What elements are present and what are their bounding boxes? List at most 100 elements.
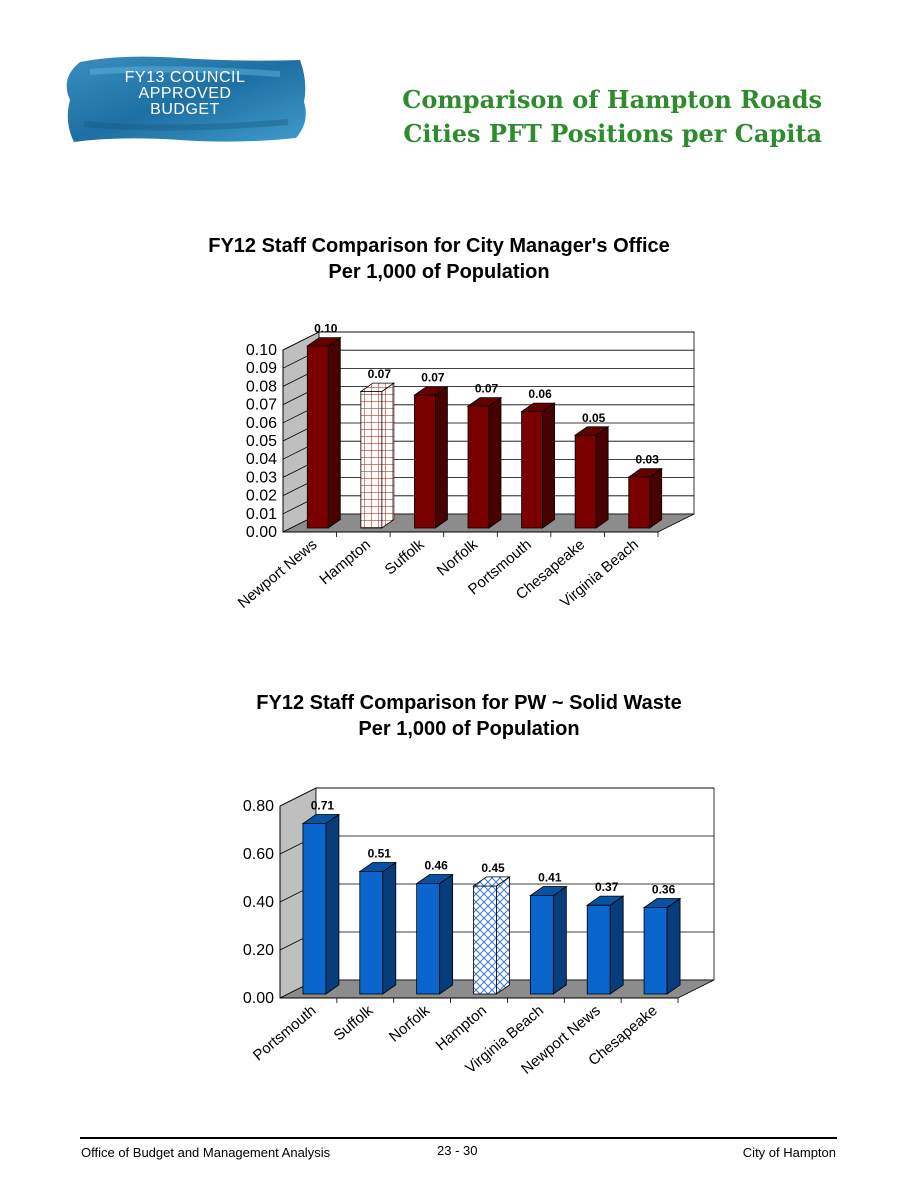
page-number: 23 - 30 bbox=[437, 1143, 478, 1158]
chart-title-line: FY12 Staff Comparison for City Manager's… bbox=[208, 235, 670, 257]
chart-title-line: Per 1,000 of Population bbox=[328, 261, 550, 283]
data-label: 0.36 bbox=[652, 883, 676, 897]
bar bbox=[301, 813, 341, 995]
bar-top bbox=[359, 382, 396, 392]
bar-side bbox=[327, 336, 341, 529]
y-tick-label: 0.40 bbox=[243, 894, 274, 911]
bar-top bbox=[642, 898, 682, 908]
data-label: 0.07 bbox=[421, 371, 445, 385]
data-label: 0.51 bbox=[368, 847, 392, 861]
bar-side bbox=[382, 861, 397, 995]
chart-title: FY12 Staff Comparison for PW ~ Solid Was… bbox=[10, 690, 918, 742]
bar bbox=[413, 385, 449, 529]
bar-front bbox=[302, 823, 327, 995]
y-tick-label: 0.60 bbox=[243, 846, 274, 863]
bar-front bbox=[529, 895, 554, 995]
bar-side bbox=[595, 426, 609, 529]
logo-line: BUDGET bbox=[150, 101, 220, 118]
gridline bbox=[282, 331, 694, 351]
bar-side bbox=[609, 895, 624, 995]
data-label: 0.37 bbox=[595, 880, 619, 894]
data-label: 0.71 bbox=[311, 799, 335, 813]
x-tick-label: Newport News bbox=[235, 536, 321, 612]
bar-front bbox=[643, 907, 668, 995]
data-label: 0.06 bbox=[528, 387, 552, 401]
bar-top bbox=[585, 895, 625, 906]
footer-divider bbox=[80, 1137, 837, 1139]
bar-side bbox=[552, 885, 567, 995]
x-tick-label: Suffolk bbox=[382, 536, 428, 579]
bar bbox=[466, 396, 503, 529]
bar-front bbox=[359, 871, 384, 995]
y-tick-label: 0.04 bbox=[246, 451, 277, 468]
bar-front bbox=[574, 434, 597, 529]
data-label: 0.45 bbox=[481, 861, 505, 875]
bar bbox=[529, 885, 568, 995]
chart-title-line: FY12 Staff Comparison for PW ~ Solid Was… bbox=[256, 692, 682, 714]
x-tick-label: Norfolk bbox=[386, 1002, 434, 1046]
y-tick-label: 0.01 bbox=[246, 506, 277, 523]
y-tick-label: 0.80 bbox=[243, 798, 274, 815]
bar-top bbox=[358, 862, 398, 872]
data-label: 0.10 bbox=[314, 322, 338, 336]
bar-top bbox=[529, 886, 568, 896]
bar bbox=[358, 861, 398, 995]
city-manager-bar-chart: 0.000.010.020.030.040.050.060.070.080.09… bbox=[235, 322, 695, 612]
bar-top bbox=[413, 386, 449, 396]
bar-side bbox=[649, 467, 663, 529]
bar-side bbox=[435, 385, 448, 529]
y-tick-label: 0.00 bbox=[243, 990, 274, 1007]
bar-side bbox=[488, 396, 502, 529]
bar-top bbox=[627, 468, 663, 478]
x-tick-label: Portsmouth bbox=[250, 1002, 320, 1064]
bar-top bbox=[520, 402, 556, 412]
bar-side bbox=[381, 382, 395, 529]
budget-logo bbox=[66, 56, 306, 142]
bar bbox=[472, 876, 511, 995]
bar-top bbox=[306, 337, 342, 347]
y-tick-label: 0.08 bbox=[246, 378, 277, 395]
bar-top bbox=[573, 426, 610, 436]
y-tick-label: 0.07 bbox=[246, 397, 277, 414]
y-tick-label: 0.02 bbox=[246, 488, 277, 505]
bar bbox=[627, 467, 663, 529]
bar bbox=[359, 382, 396, 529]
y-tick-label: 0.06 bbox=[246, 415, 277, 432]
bar bbox=[585, 895, 625, 995]
logo-line: APPROVED bbox=[138, 85, 232, 102]
page-title-line: Cities PFT Positions per Capita bbox=[403, 119, 822, 148]
data-label: 0.03 bbox=[636, 453, 660, 467]
bar bbox=[306, 336, 342, 529]
logo-text: FY13 COUNCIL APPROVED BUDGET bbox=[75, 70, 295, 118]
bar-side bbox=[439, 873, 454, 995]
bar bbox=[642, 897, 682, 995]
bar-top bbox=[415, 874, 454, 884]
footer-city: City of Hampton bbox=[742, 1145, 836, 1160]
bar-front bbox=[467, 405, 490, 529]
bar bbox=[520, 402, 556, 529]
data-label: 0.46 bbox=[424, 859, 448, 873]
chart-title-line: Per 1,000 of Population bbox=[358, 718, 580, 740]
bar-side bbox=[542, 402, 555, 529]
x-tick-label: Suffolk bbox=[331, 1002, 377, 1045]
data-label: 0.05 bbox=[582, 411, 606, 425]
y-tick-label: 0.20 bbox=[243, 942, 274, 959]
x-tick-label: Norfolk bbox=[434, 536, 482, 580]
solid-waste-bar-chart: 0.00 0.20 0.40 0.60 0.80 0.71 Portsmouth 0.51 Su… bbox=[243, 787, 715, 1078]
bar-front bbox=[360, 391, 383, 529]
bar-side bbox=[325, 813, 340, 995]
data-label: 0.41 bbox=[538, 871, 562, 885]
bar-front bbox=[473, 885, 497, 995]
bar-front bbox=[521, 411, 543, 529]
bar-top bbox=[301, 814, 341, 824]
bar-front bbox=[586, 904, 611, 995]
x-tick-label: Hampton bbox=[433, 1002, 491, 1054]
bar bbox=[573, 426, 610, 529]
page-title-line: Comparison of Hampton Roads bbox=[402, 85, 822, 114]
bar-front bbox=[414, 394, 436, 529]
chart-title: FY12 Staff Comparison for City Manager's… bbox=[0, 233, 898, 285]
logo-line: FY13 COUNCIL bbox=[124, 69, 246, 86]
gridline bbox=[279, 787, 714, 807]
bar bbox=[415, 873, 454, 995]
page-title: Comparison of Hampton Roads Cities PFT P… bbox=[402, 83, 822, 151]
